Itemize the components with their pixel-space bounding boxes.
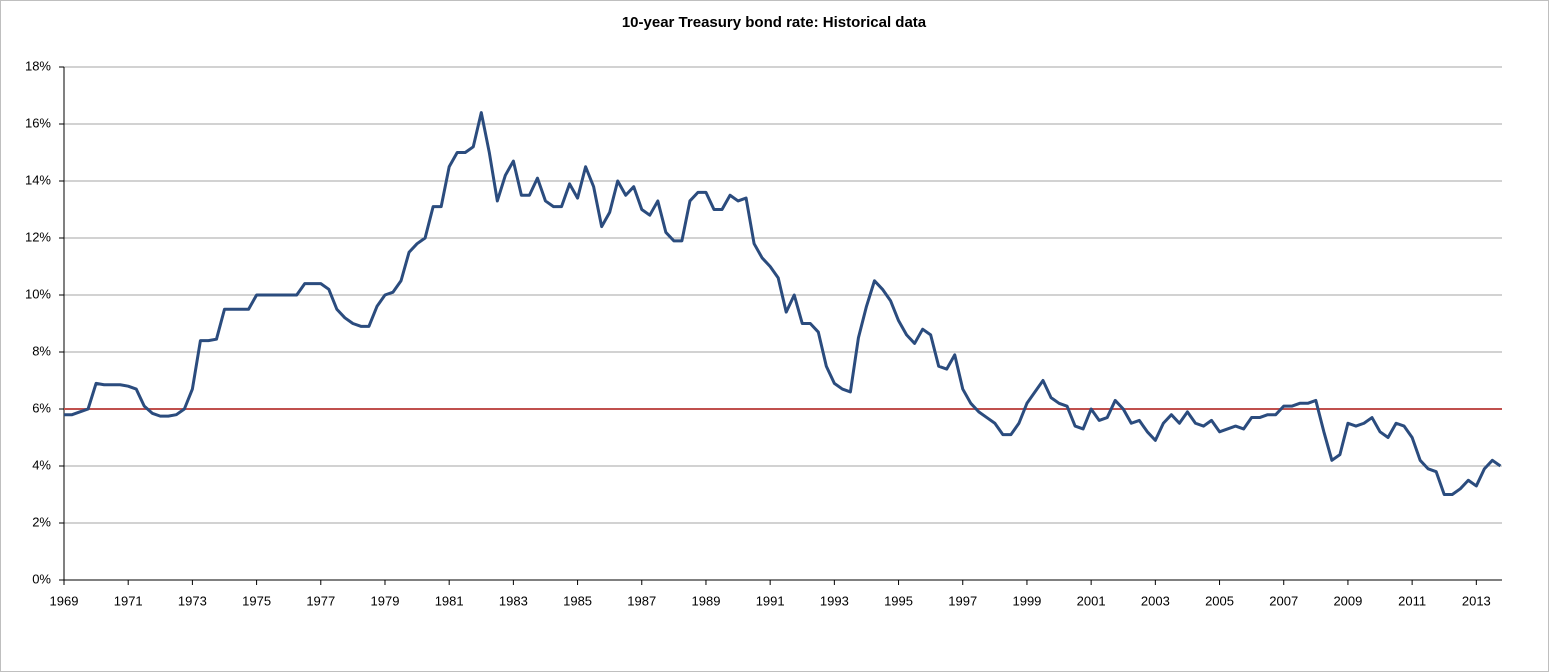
y-tick-label: 16% (25, 115, 51, 130)
x-tick-label: 1975 (242, 593, 271, 608)
x-tick-label: 2005 (1205, 593, 1234, 608)
x-tick-label: 1981 (435, 593, 464, 608)
x-tick-label: 1983 (499, 593, 528, 608)
x-tick-label: 2011 (1398, 593, 1426, 608)
x-tick-label: 2009 (1333, 593, 1362, 608)
y-tick-label: 10% (25, 286, 51, 301)
x-tick-label: 1987 (627, 593, 656, 608)
series-line (64, 111, 1502, 496)
x-tick-label: 2001 (1077, 593, 1106, 608)
x-tick-label: 1991 (756, 593, 785, 608)
x-tick-label: 1977 (306, 593, 335, 608)
x-tick-label: 2007 (1269, 593, 1298, 608)
y-tick-label: 14% (25, 172, 51, 187)
y-tick-label: 0% (32, 571, 51, 586)
x-tick-label: 1993 (820, 593, 849, 608)
x-tick-label: 2003 (1141, 593, 1170, 608)
x-tick-label: 1999 (1012, 593, 1041, 608)
y-tick-label: 8% (32, 343, 51, 358)
y-tick-label: 6% (32, 400, 51, 415)
chart-title: 10-year Treasury bond rate: Historical d… (622, 14, 927, 31)
x-tick-label: 1995 (884, 593, 913, 608)
x-tick-label: 1985 (563, 593, 592, 608)
y-tick-label: 2% (32, 514, 51, 529)
x-tick-label: 1989 (692, 593, 721, 608)
y-tick-label: 18% (25, 58, 51, 73)
y-tick-label: 4% (32, 457, 51, 472)
x-tick-label: 1997 (948, 593, 977, 608)
x-tick-label: 1971 (114, 593, 143, 608)
x-tick-label: 2013 (1462, 593, 1491, 608)
x-tick-label: 1979 (371, 593, 400, 608)
x-tick-label: 1969 (50, 593, 79, 608)
y-tick-label: 12% (25, 229, 51, 244)
x-tick-label: 1973 (178, 593, 207, 608)
